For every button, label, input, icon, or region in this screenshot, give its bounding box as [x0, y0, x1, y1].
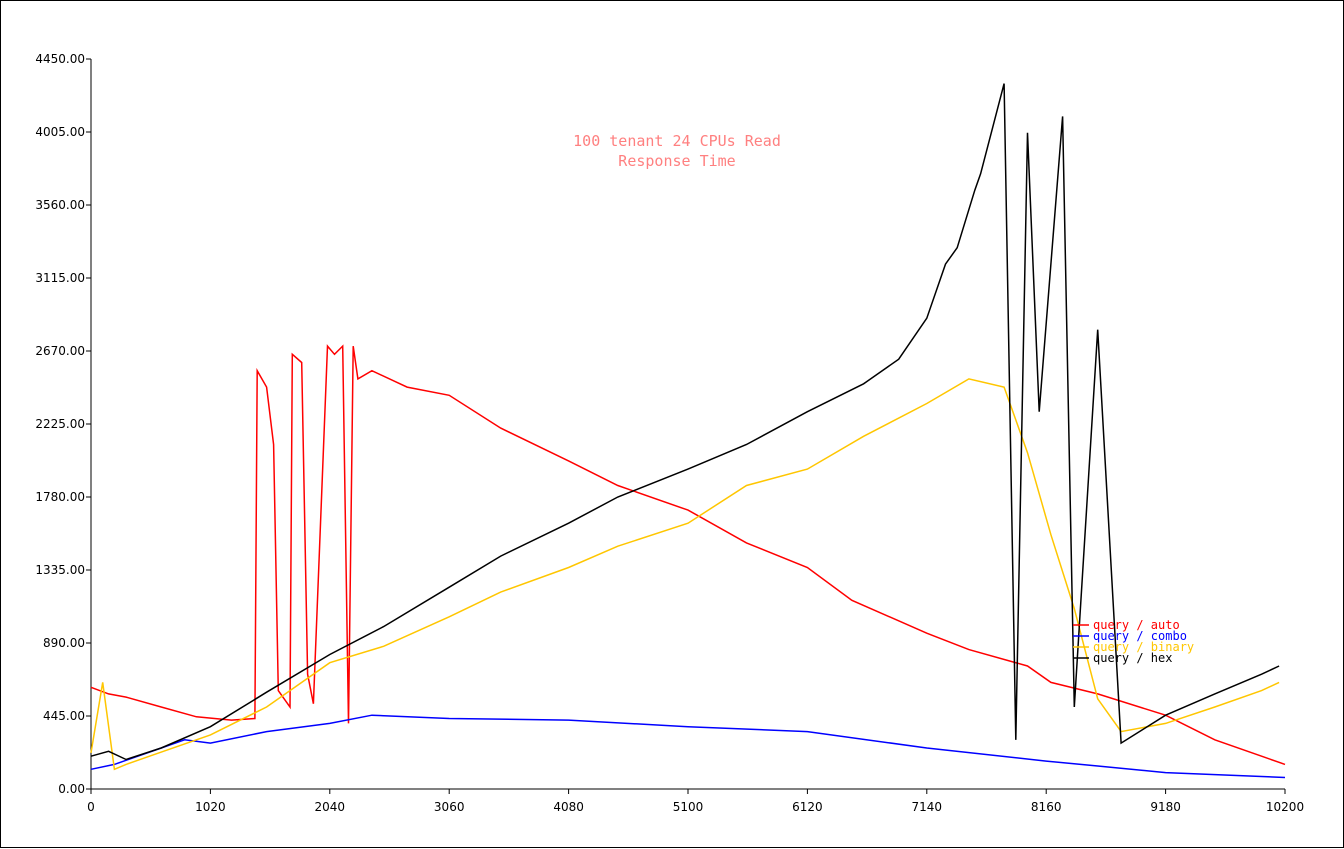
y-tick-label: 0.00 [58, 782, 85, 796]
chart-title-line-1: 100 tenant 24 CPUs Read [573, 132, 781, 150]
legend-label: query / binary [1093, 640, 1194, 654]
chart-title-line-2: Response Time [618, 152, 735, 170]
legend-label: query / auto [1093, 618, 1180, 632]
y-tick-label: 890.00 [43, 636, 85, 650]
y-tick-label: 2225.00 [35, 417, 85, 431]
x-ticks: 0 1020 2040 3060 4080 5100 6120 7140 8160 9180 102… [87, 789, 1304, 814]
x-tick-label: 8160 [1031, 800, 1062, 814]
series-line-query-combo [90, 714, 1286, 779]
x-tick-label: 10200 [1266, 800, 1304, 814]
y-tick-label: 3560.00 [35, 198, 85, 212]
x-tick-label: 5100 [673, 800, 704, 814]
y-tick-label: 1780.00 [35, 490, 85, 504]
series-line-query-auto [90, 344, 1286, 766]
y-tick-label: 4005.00 [35, 125, 85, 139]
chart-title: 100 tenant 24 CPUs Read Response Time [573, 132, 781, 170]
x-tick-label: 9180 [1150, 800, 1181, 814]
x-tick-label: 1020 [195, 800, 226, 814]
legend-label: query / combo [1093, 629, 1187, 643]
x-tick-label: 3060 [434, 800, 465, 814]
y-tick-label: 2670.00 [35, 344, 85, 358]
x-tick-label: 0 [87, 800, 95, 814]
y-tick-label: 445.00 [43, 709, 85, 723]
series-line-query-binary [90, 378, 1280, 771]
x-tick-label: 7140 [912, 800, 943, 814]
series-line-query-hex [90, 83, 1280, 761]
series-layer [90, 83, 1286, 779]
x-tick-label: 2040 [315, 800, 346, 814]
y-tick-label: 4450.00 [35, 52, 85, 66]
legend-label: query / hex [1093, 651, 1172, 665]
x-tick-label: 4080 [553, 800, 584, 814]
y-tick-label: 1335.00 [35, 563, 85, 577]
x-tick-label: 6120 [792, 800, 823, 814]
y-tick-label: 3115.00 [35, 271, 85, 285]
y-ticks: 0.00 445.00 890.00 1335.00 1780.00 2225.00 267… [35, 52, 91, 796]
